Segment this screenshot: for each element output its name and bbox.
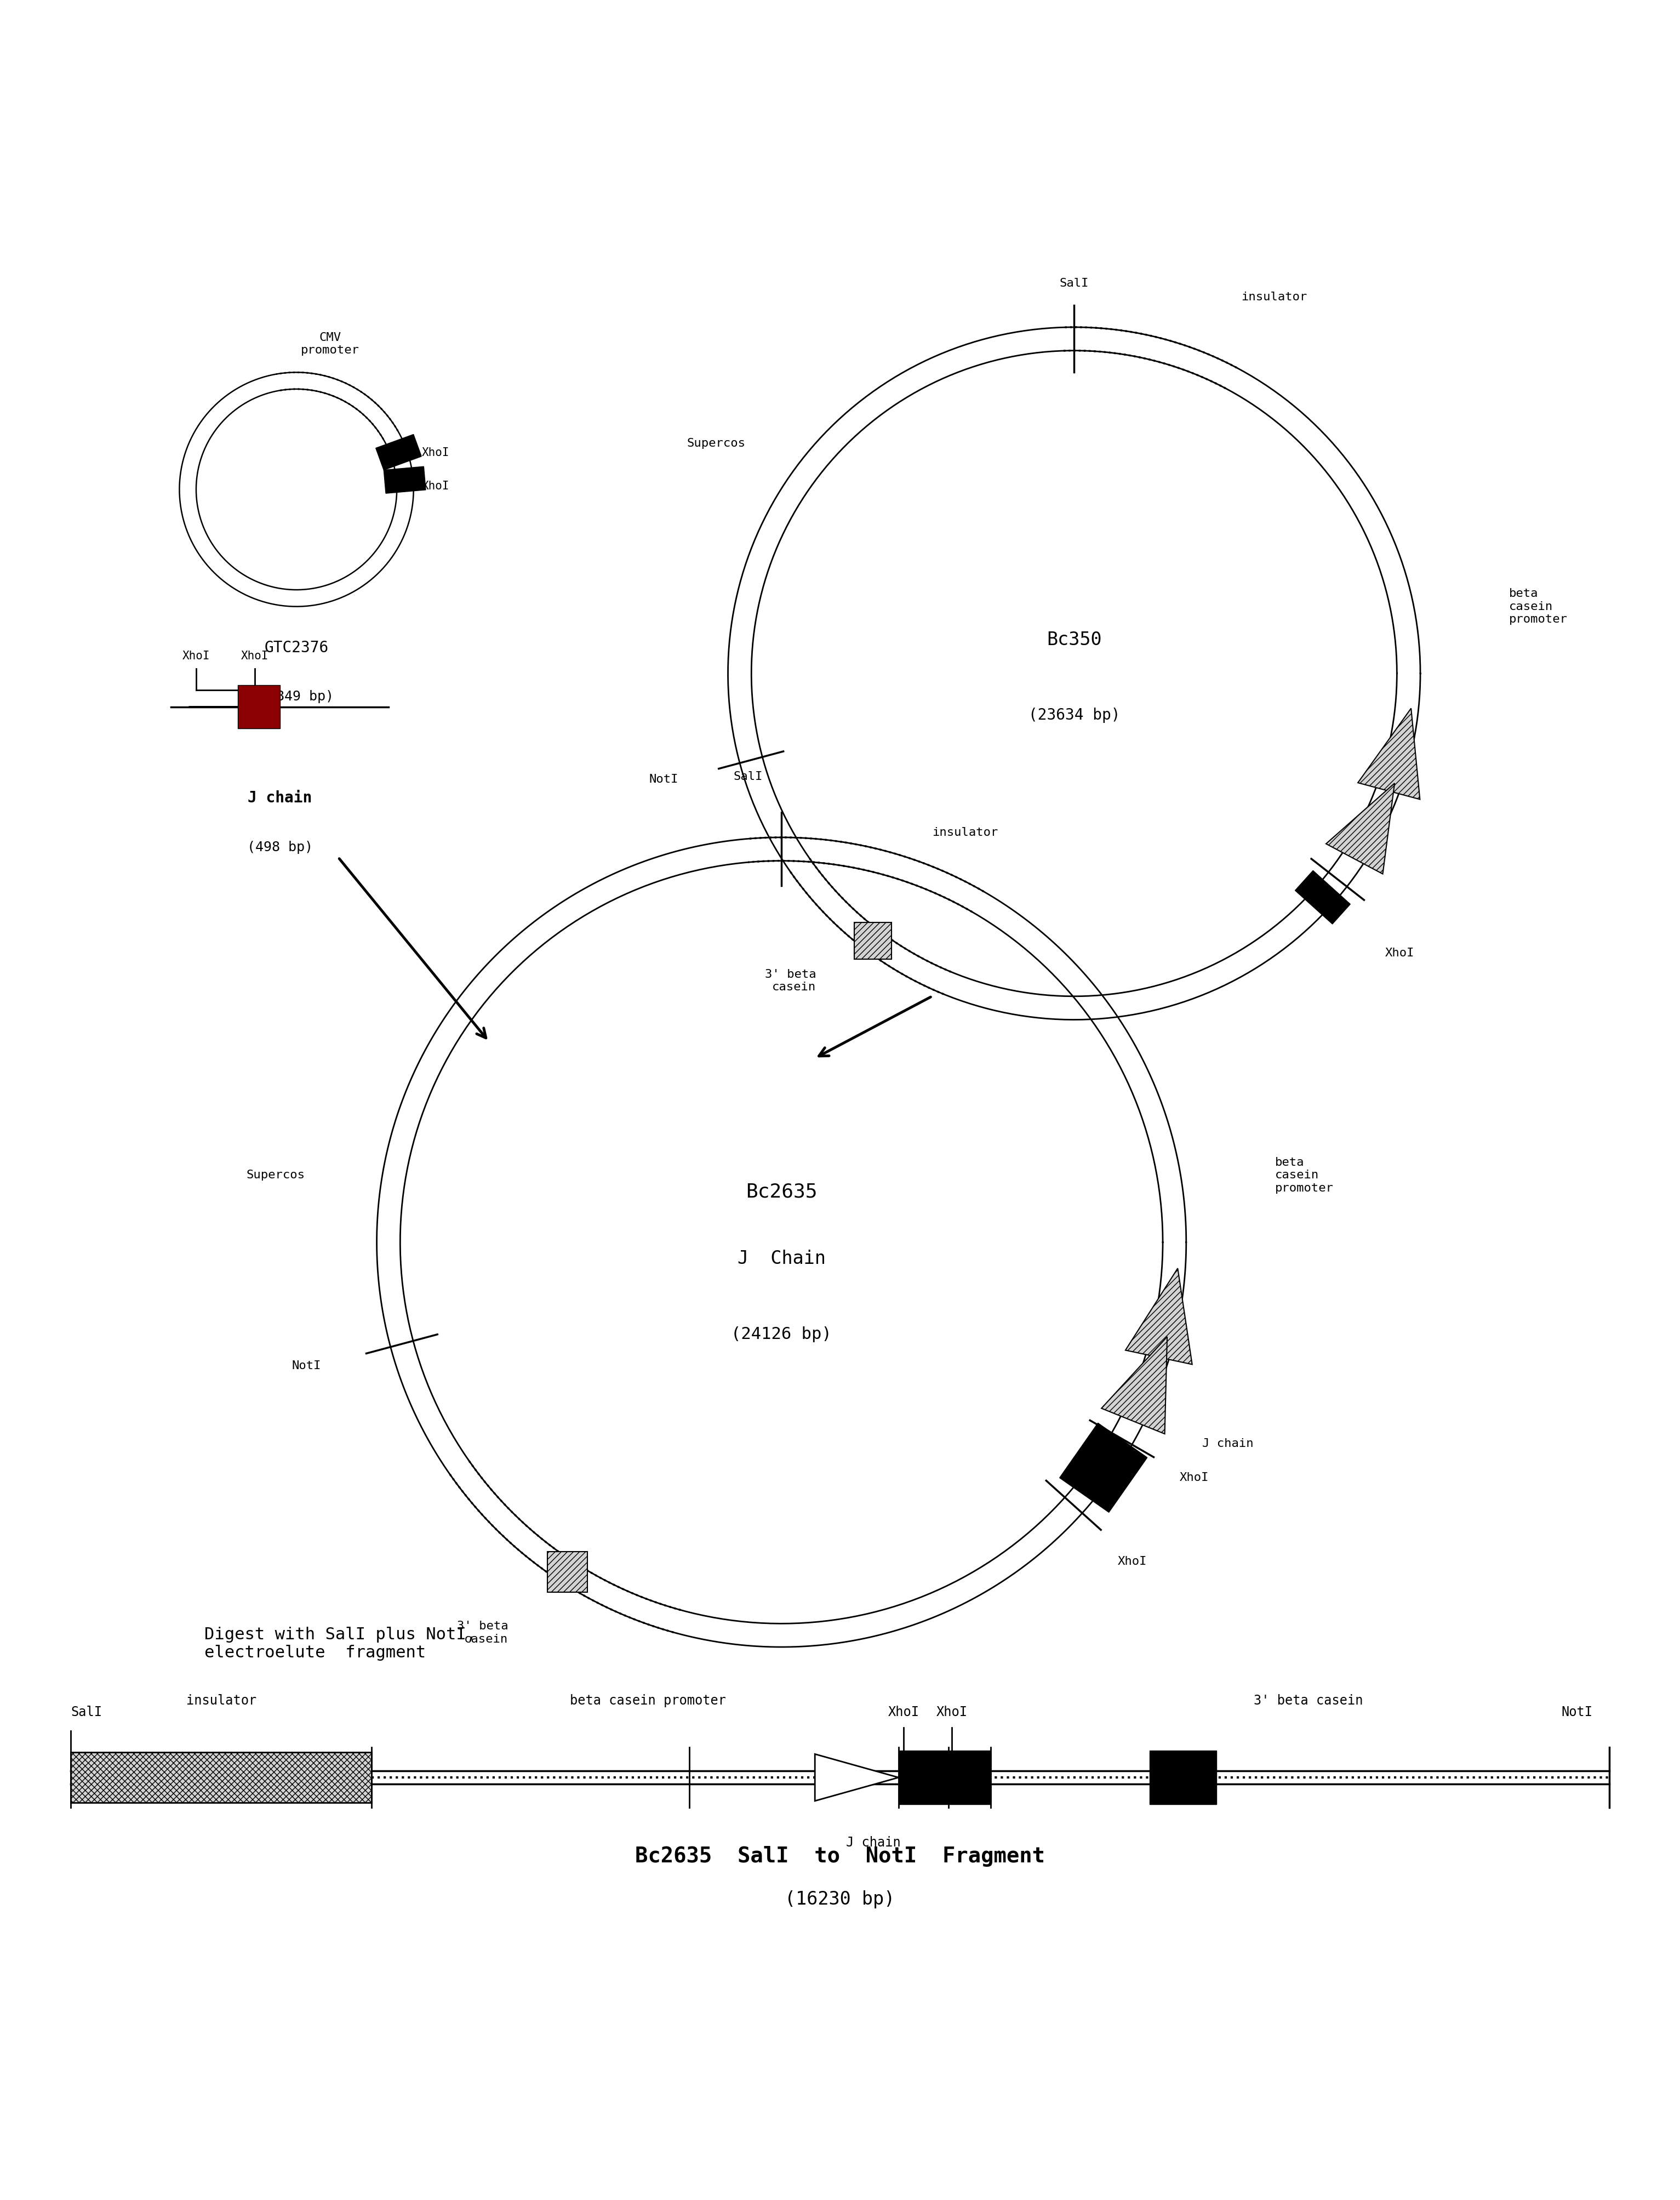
Text: Bc2635: Bc2635: [746, 1184, 816, 1201]
Text: (5849 bp): (5849 bp): [259, 691, 333, 704]
Text: insulator: insulator: [932, 827, 998, 838]
Text: Bc2635  SalI  to  NotI  Fragment: Bc2635 SalI to NotI Fragment: [635, 1846, 1045, 1866]
Text: GTC2376: GTC2376: [264, 640, 329, 656]
Text: insulator: insulator: [1242, 293, 1307, 304]
Text: beta
casein
promoter: beta casein promoter: [1509, 587, 1567, 625]
Text: insulator: insulator: [186, 1694, 257, 1707]
Bar: [239, 684, 281, 728]
Text: XhoI: XhoI: [1384, 948, 1415, 959]
Text: beta casein promoter: beta casein promoter: [570, 1694, 726, 1707]
Text: XhoI: XhoI: [1117, 1555, 1147, 1566]
Text: XhoI: XhoI: [422, 480, 450, 491]
Bar: [71, 1753, 371, 1802]
Text: XhoI: XhoI: [1179, 1472, 1210, 1483]
Text: 3' beta
casein: 3' beta casein: [457, 1621, 507, 1646]
Text: (23634 bp): (23634 bp): [1028, 708, 1121, 724]
Text: (498 bp): (498 bp): [247, 840, 312, 854]
Text: J  Chain: J Chain: [738, 1250, 825, 1267]
Text: (16230 bp): (16230 bp): [785, 1890, 895, 1910]
Text: XhoI: XhoI: [889, 1705, 919, 1718]
Text: NotI: NotI: [292, 1360, 321, 1371]
Polygon shape: [376, 433, 422, 471]
Polygon shape: [1060, 1423, 1147, 1511]
Text: Supercos: Supercos: [687, 438, 746, 449]
Polygon shape: [548, 1551, 588, 1593]
Text: Supercos: Supercos: [247, 1170, 304, 1181]
Text: XhoI: XhoI: [422, 447, 450, 458]
Polygon shape: [815, 1753, 899, 1802]
Text: beta
casein
promoter: beta casein promoter: [1275, 1157, 1334, 1192]
Polygon shape: [383, 466, 425, 493]
Text: 3' beta
casein: 3' beta casein: [764, 970, 816, 992]
Polygon shape: [1102, 1338, 1168, 1434]
Text: Digest with SalI plus NotI,
electroelute  fragment: Digest with SalI plus NotI, electroelute…: [205, 1626, 477, 1661]
Text: Bc350: Bc350: [1047, 631, 1102, 649]
Text: J chain: J chain: [847, 1837, 900, 1850]
Text: (24126 bp): (24126 bp): [731, 1327, 832, 1342]
Text: 3' beta casein: 3' beta casein: [1253, 1694, 1362, 1707]
Text: SalI: SalI: [1060, 277, 1089, 288]
Text: SalI: SalI: [71, 1705, 102, 1718]
Text: XhoI: XhoI: [240, 651, 269, 662]
Text: J chain: J chain: [1203, 1439, 1253, 1450]
Bar: [1149, 1751, 1216, 1804]
Text: J chain: J chain: [247, 790, 312, 805]
Text: CMV
promoter: CMV promoter: [301, 332, 360, 356]
Text: XhoI: XhoI: [183, 651, 210, 662]
Bar: [899, 1751, 991, 1804]
Text: SalI: SalI: [734, 772, 763, 783]
Text: NotI: NotI: [648, 774, 679, 785]
Polygon shape: [1295, 871, 1351, 924]
Polygon shape: [1126, 1267, 1193, 1364]
Text: XhoI: XhoI: [936, 1705, 968, 1718]
Polygon shape: [1357, 708, 1420, 799]
Polygon shape: [855, 922, 890, 959]
Text: NotI: NotI: [1561, 1705, 1593, 1718]
Polygon shape: [1326, 783, 1394, 873]
